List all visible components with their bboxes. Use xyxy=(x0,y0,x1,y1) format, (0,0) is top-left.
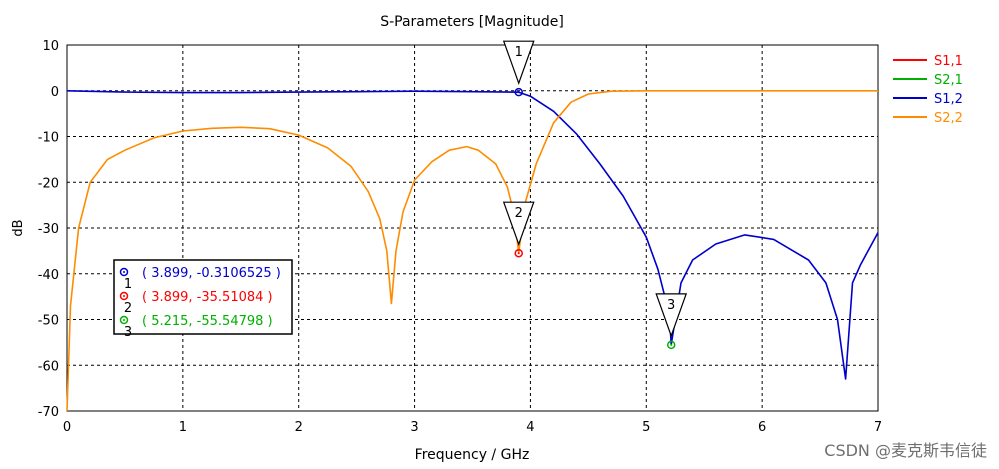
x-tick-label: 5 xyxy=(642,420,650,435)
x-tick-label: 4 xyxy=(526,420,534,435)
marker-box-index: 1 xyxy=(124,277,132,292)
marker-box-value: ( 5.215, -55.54798 ) xyxy=(142,314,273,329)
marker-box-value: ( 3.899, -35.51084 ) xyxy=(142,290,273,305)
chart-title: S-Parameters [Magnitude] xyxy=(380,14,564,30)
marker-box-index: 3 xyxy=(124,325,132,340)
y-tick-label: -60 xyxy=(38,359,59,374)
y-tick-label: -30 xyxy=(38,222,59,237)
marker-flag-label: 3 xyxy=(667,298,675,313)
y-tick-label: 10 xyxy=(42,39,59,54)
marker-box-icon xyxy=(119,267,129,277)
marker-point-center xyxy=(517,91,520,94)
series-line-S1-2 xyxy=(66,90,879,380)
marker-box-index: 2 xyxy=(124,301,132,316)
series-line-S2-2 xyxy=(66,90,878,412)
marker-flag-label: 2 xyxy=(515,206,523,221)
y-tick-label: -40 xyxy=(38,268,59,283)
y-tick-label: -70 xyxy=(38,405,59,420)
x-tick-label: 7 xyxy=(874,420,882,435)
x-axis-label: Frequency / GHz xyxy=(415,447,530,463)
y-axis-label: dB xyxy=(11,219,26,236)
marker-box-frame xyxy=(113,259,293,335)
marker-flag xyxy=(502,40,535,85)
series-lines xyxy=(66,90,879,412)
marker-box-icon xyxy=(119,291,129,301)
marker-box-icon-center xyxy=(123,295,125,297)
plot-frame xyxy=(66,44,879,412)
marker-point-center xyxy=(670,343,673,346)
marker-readout-box: 1 ( 3.899, -0.3106525 ) 2 ( 3.899, -35.5108… xyxy=(113,259,293,340)
x-tick-label: 0 xyxy=(63,420,71,435)
x-tick-label: 3 xyxy=(410,420,418,435)
marker-flag xyxy=(502,201,535,246)
marker-point xyxy=(514,248,523,258)
marker-flags: 1 2 3 xyxy=(502,40,688,350)
watermark: CSDN @麦克斯韦信徒 xyxy=(824,441,987,460)
marker-point xyxy=(666,340,676,350)
marker-box-icon-center xyxy=(123,271,125,273)
y-tick-labels: 10 0 -10 -20 -30 -40 -50 -60 -70 xyxy=(38,39,59,420)
grid-lines xyxy=(67,45,878,411)
x-tick-label: 6 xyxy=(758,420,766,435)
y-tick-label: -50 xyxy=(38,314,59,329)
marker-box-icon-center xyxy=(123,319,125,321)
y-tick-label: -10 xyxy=(38,131,59,146)
marker-point xyxy=(514,87,523,97)
marker-flag-label: 1 xyxy=(515,45,523,60)
x-tick-label: 1 xyxy=(179,420,187,435)
legend-label: S2,1 xyxy=(934,73,963,88)
marker-point-center xyxy=(517,252,520,255)
legend-label: S1,2 xyxy=(934,92,963,107)
y-tick-label: 0 xyxy=(51,85,59,100)
legend-label: S1,1 xyxy=(934,54,963,69)
legend-label: S2,2 xyxy=(934,111,963,126)
legend: S1,1 S2,1 S1,2 S2,2 xyxy=(893,54,963,126)
y-tick-label: -20 xyxy=(38,176,59,191)
marker-flag xyxy=(655,293,688,338)
x-tick-labels: 0 1 2 3 4 5 6 7 xyxy=(63,420,882,435)
marker-box-icon xyxy=(119,315,129,325)
x-tick-label: 2 xyxy=(295,420,303,435)
marker-box-value: ( 3.899, -0.3106525 ) xyxy=(142,266,281,281)
